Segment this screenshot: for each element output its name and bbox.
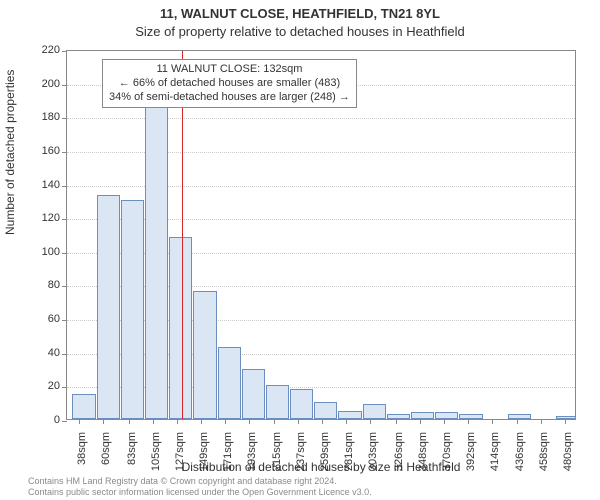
xtick-label: 237sqm — [295, 432, 307, 492]
xtick-label: 436sqm — [514, 432, 526, 492]
histogram-bar — [459, 414, 482, 419]
annotation-line3: 34% of semi-detached houses are larger (… — [109, 91, 350, 103]
annotation-line1: 11 WALNUT CLOSE: 132sqm — [157, 63, 303, 75]
ytick-label: 200 — [10, 78, 60, 90]
xtick-mark — [177, 419, 178, 424]
ytick-label: 80 — [10, 279, 60, 291]
histogram-bar — [314, 402, 337, 419]
xtick-label: 215sqm — [271, 432, 283, 492]
histogram-bar — [193, 291, 216, 419]
histogram-bar — [266, 385, 289, 419]
histogram-bar — [338, 411, 361, 419]
ytick-label: 180 — [10, 111, 60, 123]
xtick-label: 38sqm — [76, 432, 88, 492]
histogram-bar — [218, 347, 241, 419]
histogram-bar — [411, 412, 434, 419]
xtick-label: 127sqm — [174, 432, 186, 492]
xtick-mark — [565, 419, 566, 424]
xtick-mark — [79, 419, 80, 424]
histogram-chart: 11, WALNUT CLOSE, HEATHFIELD, TN21 8YL S… — [0, 0, 600, 500]
xtick-mark — [346, 419, 347, 424]
xtick-mark — [249, 419, 250, 424]
xtick-label: 414sqm — [489, 432, 501, 492]
histogram-bar — [556, 416, 576, 419]
annotation-line2: ← 66% of detached houses are smaller (48… — [119, 77, 340, 89]
ytick-mark — [62, 421, 67, 422]
gridline — [67, 118, 575, 119]
xtick-label: 149sqm — [198, 432, 210, 492]
histogram-bar — [97, 195, 120, 419]
histogram-bar — [387, 414, 410, 419]
gridline — [67, 152, 575, 153]
ytick-mark — [62, 354, 67, 355]
xtick-label: 480sqm — [562, 432, 574, 492]
histogram-bar — [145, 106, 168, 419]
ytick-mark — [62, 85, 67, 86]
ytick-label: 100 — [10, 246, 60, 258]
xtick-mark — [396, 419, 397, 424]
xtick-label: 171sqm — [222, 432, 234, 492]
ytick-mark — [62, 253, 67, 254]
histogram-bar — [121, 200, 144, 419]
xtick-label: 303sqm — [367, 432, 379, 492]
ytick-label: 220 — [10, 44, 60, 56]
ytick-label: 20 — [10, 380, 60, 392]
histogram-bar — [72, 394, 95, 419]
xtick-mark — [274, 419, 275, 424]
xtick-mark — [103, 419, 104, 424]
ytick-label: 0 — [10, 414, 60, 426]
xtick-label: 60sqm — [100, 432, 112, 492]
ytick-mark — [62, 186, 67, 187]
xtick-mark — [541, 419, 542, 424]
chart-title-sub: Size of property relative to detached ho… — [0, 24, 600, 39]
histogram-bar — [508, 414, 531, 419]
xtick-label: 348sqm — [417, 432, 429, 492]
xtick-label: 83sqm — [126, 432, 138, 492]
xtick-mark — [420, 419, 421, 424]
ytick-mark — [62, 387, 67, 388]
xtick-mark — [322, 419, 323, 424]
xtick-mark — [225, 419, 226, 424]
ytick-mark — [62, 286, 67, 287]
chart-title-main: 11, WALNUT CLOSE, HEATHFIELD, TN21 8YL — [0, 6, 600, 21]
xtick-mark — [370, 419, 371, 424]
ytick-mark — [62, 219, 67, 220]
plot-area: 11 WALNUT CLOSE: 132sqm ← 66% of detached… — [66, 50, 576, 420]
xtick-mark — [468, 419, 469, 424]
xtick-label: 392sqm — [465, 432, 477, 492]
xtick-label: 326sqm — [393, 432, 405, 492]
xtick-label: 105sqm — [150, 432, 162, 492]
histogram-bar — [169, 237, 192, 419]
annotation-box: 11 WALNUT CLOSE: 132sqm ← 66% of detached… — [102, 59, 357, 108]
ytick-mark — [62, 320, 67, 321]
ytick-mark — [62, 118, 67, 119]
xtick-mark — [298, 419, 299, 424]
ytick-label: 140 — [10, 179, 60, 191]
xtick-label: 259sqm — [319, 432, 331, 492]
ytick-label: 120 — [10, 212, 60, 224]
xtick-mark — [517, 419, 518, 424]
xtick-label: 281sqm — [343, 432, 355, 492]
ytick-label: 160 — [10, 145, 60, 157]
xtick-mark — [153, 419, 154, 424]
xtick-label: 193sqm — [246, 432, 258, 492]
histogram-bar — [242, 369, 265, 419]
histogram-bar — [435, 412, 458, 419]
xtick-mark — [492, 419, 493, 424]
xtick-label: 370sqm — [441, 432, 453, 492]
histogram-bar — [290, 389, 313, 419]
ytick-label: 60 — [10, 313, 60, 325]
xtick-label: 458sqm — [538, 432, 550, 492]
xtick-mark — [444, 419, 445, 424]
xtick-mark — [201, 419, 202, 424]
gridline — [67, 186, 575, 187]
ytick-mark — [62, 152, 67, 153]
ytick-mark — [62, 51, 67, 52]
histogram-bar — [363, 404, 386, 419]
xtick-mark — [129, 419, 130, 424]
ytick-label: 40 — [10, 347, 60, 359]
